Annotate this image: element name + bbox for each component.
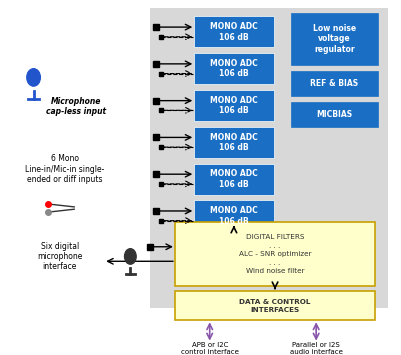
Text: MONO ADC
106 dB: MONO ADC 106 dB — [209, 132, 257, 152]
FancyBboxPatch shape — [194, 90, 273, 121]
Text: MONO ADC
106 dB: MONO ADC 106 dB — [209, 96, 257, 115]
Ellipse shape — [27, 69, 40, 86]
Text: MONO ADC
106 dB: MONO ADC 106 dB — [209, 206, 257, 225]
FancyBboxPatch shape — [194, 200, 273, 231]
Text: MONO ADC
106 dB: MONO ADC 106 dB — [209, 22, 257, 42]
Text: Six digital
microphone
interface: Six digital microphone interface — [37, 241, 82, 271]
FancyBboxPatch shape — [194, 127, 273, 158]
FancyBboxPatch shape — [174, 291, 374, 320]
Text: REF & BIAS: REF & BIAS — [310, 79, 358, 88]
Ellipse shape — [124, 249, 136, 264]
FancyBboxPatch shape — [174, 222, 374, 286]
Text: Microphone
cap-less input: Microphone cap-less input — [46, 97, 106, 116]
Text: DIGITAL FILTERS
. . .
ALC - SNR optimizer
. . .
Wind noise filter: DIGITAL FILTERS . . . ALC - SNR optimize… — [238, 234, 310, 274]
FancyBboxPatch shape — [194, 164, 273, 195]
Text: MONO ADC
106 dB: MONO ADC 106 dB — [209, 169, 257, 189]
Text: 6 Mono
Line-in/Mic-in single-
ended or diff inputs: 6 Mono Line-in/Mic-in single- ended or d… — [25, 154, 104, 184]
FancyBboxPatch shape — [290, 102, 377, 127]
FancyBboxPatch shape — [290, 12, 377, 65]
Text: DATA & CONTROL
INTERFACES: DATA & CONTROL INTERFACES — [239, 299, 310, 313]
FancyBboxPatch shape — [149, 8, 387, 308]
Text: Parallel or I2S
audio interface: Parallel or I2S audio interface — [289, 342, 342, 355]
Text: Low noise
voltage
regulator: Low noise voltage regulator — [312, 24, 355, 54]
FancyBboxPatch shape — [290, 71, 377, 96]
Text: MICBIAS: MICBIAS — [316, 110, 352, 119]
Text: APB or I2C
control interface: APB or I2C control interface — [180, 342, 238, 355]
Text: MONO ADC
106 dB: MONO ADC 106 dB — [209, 59, 257, 78]
FancyBboxPatch shape — [194, 53, 273, 84]
FancyBboxPatch shape — [194, 16, 273, 48]
